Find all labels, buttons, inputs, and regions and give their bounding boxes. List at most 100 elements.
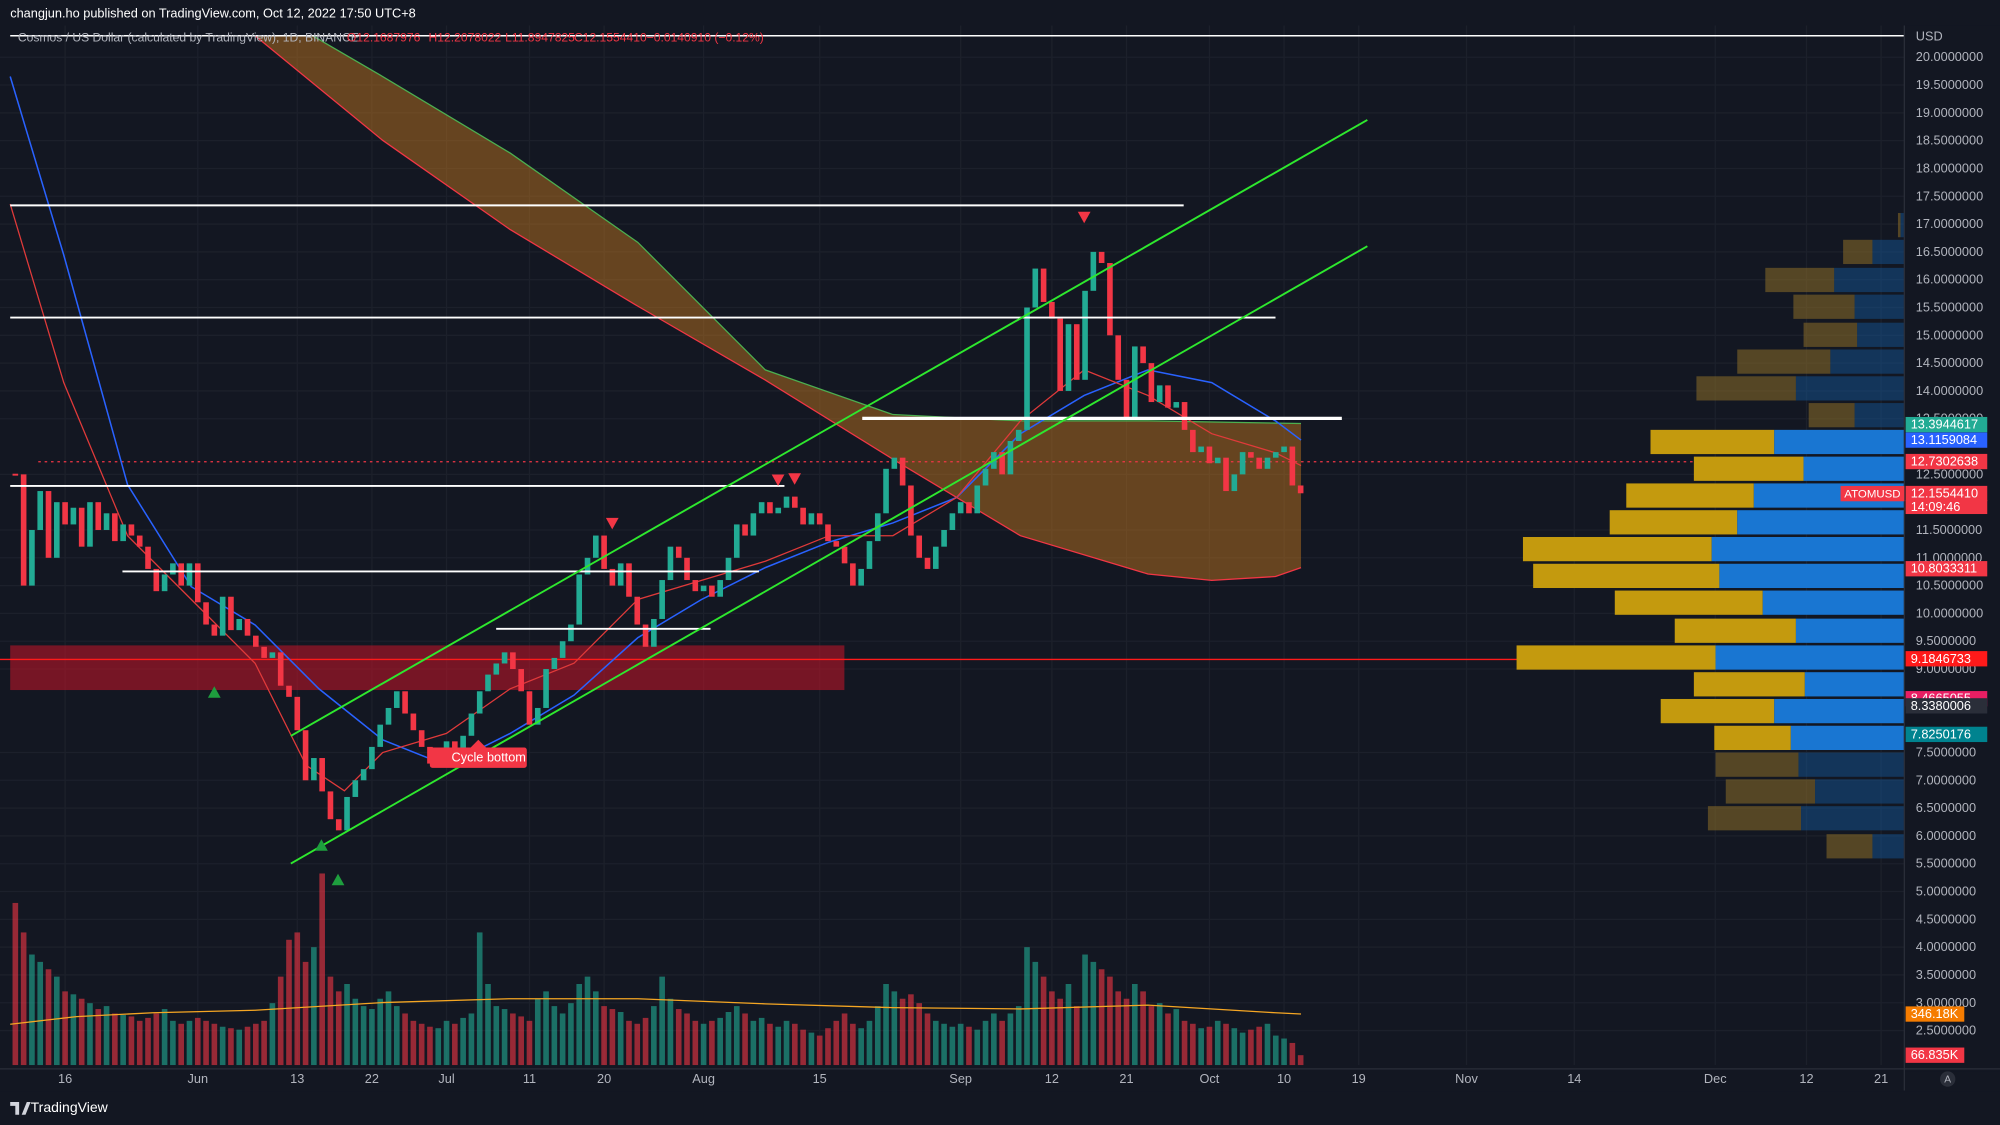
candle-body	[692, 580, 699, 592]
sell-signal	[788, 473, 802, 485]
candle-body	[833, 541, 840, 547]
x-tick-label: Nov	[1455, 1071, 1478, 1086]
candle-body	[335, 819, 342, 831]
candle-body	[261, 646, 267, 658]
volume-bar	[1107, 976, 1113, 1066]
axis-labels: 20.0000000 19.5000000 19.0000000 18.5000000…	[58, 49, 1983, 1086]
volume-bar	[899, 998, 906, 1066]
price-label: 7.8250176	[1911, 726, 1971, 741]
volume-bar	[692, 1020, 699, 1066]
candle-body	[62, 502, 68, 525]
y-tick-label: 19.5000000	[1916, 77, 1983, 92]
volume-bar	[1049, 991, 1055, 1066]
volume-bar	[850, 1023, 856, 1066]
volume-bar	[1181, 1020, 1188, 1066]
candle-body	[1239, 452, 1246, 475]
sell-signal	[1077, 211, 1091, 224]
candle-body	[136, 535, 143, 547]
candle-body	[286, 685, 292, 697]
volume-bar	[20, 932, 27, 1066]
volume-bar	[916, 1003, 923, 1066]
candle-body	[418, 730, 425, 747]
volume-bar	[651, 1006, 657, 1066]
volume-bar	[45, 969, 52, 1066]
candle-body	[29, 529, 35, 586]
auto-scale-label[interactable]: A	[1944, 1074, 1951, 1085]
volume-bar	[136, 1020, 143, 1066]
candle-body	[1073, 324, 1080, 380]
volume-bar	[559, 1013, 566, 1066]
volume-bar	[1115, 991, 1122, 1066]
volume-bar	[385, 991, 392, 1066]
candle-body	[767, 502, 773, 514]
volume-bar	[435, 1028, 442, 1066]
volume-bar	[792, 1023, 798, 1066]
volume-bar	[684, 1013, 690, 1066]
candle-body	[302, 730, 309, 781]
volume-bar	[924, 1013, 931, 1066]
x-tick-label: 19	[1352, 1071, 1366, 1086]
volume-bar	[584, 976, 591, 1066]
candle-body	[1214, 457, 1221, 464]
price-label-box	[1905, 698, 1988, 714]
profile-bar	[1897, 213, 1901, 238]
candle-body	[468, 713, 475, 736]
candle-body	[236, 618, 243, 631]
volume-bar	[410, 1020, 417, 1066]
y-tick-label: 16.5000000	[1916, 244, 1983, 259]
symbol-label: ATOMUSD	[1844, 488, 1900, 500]
profile-bar	[1826, 834, 1873, 859]
x-tick-label: 20	[597, 1071, 611, 1086]
candle-body	[211, 624, 218, 636]
sell-signal	[771, 474, 785, 486]
candle-body	[53, 502, 60, 558]
volume-bar	[932, 1020, 939, 1066]
candle-body	[526, 691, 533, 725]
volume-bar	[675, 1009, 682, 1066]
volume-bar	[949, 1026, 956, 1066]
candle-body	[808, 513, 815, 525]
candle-body	[327, 791, 334, 820]
volume-bar	[733, 1006, 740, 1066]
volume-bar	[53, 976, 60, 1066]
volume-bar	[758, 1017, 765, 1066]
candle-body	[651, 618, 657, 647]
candle-body	[1264, 457, 1271, 469]
volume-bar	[816, 1035, 823, 1066]
volume-bar	[841, 1013, 848, 1066]
candle-body	[626, 563, 632, 597]
candle-body	[510, 652, 516, 670]
auto-scale-button[interactable]	[1940, 1071, 1956, 1087]
candle-body	[70, 507, 77, 525]
x-tick-label: Jun	[187, 1071, 208, 1086]
volume-bar	[974, 1029, 981, 1066]
candle-body	[775, 507, 782, 514]
y-tick-label: 18.0000000	[1916, 160, 1983, 175]
candle-body	[12, 473, 19, 476]
volume-bar	[592, 991, 599, 1066]
profile-bar	[1793, 294, 1855, 319]
candle-body	[617, 563, 624, 586]
profile-bar	[1715, 645, 1905, 670]
volume-bar	[1272, 1035, 1279, 1066]
x-tick-label: 12	[1799, 1071, 1813, 1086]
candle-body	[1198, 446, 1204, 453]
y-tick-label: 2.5000000	[1916, 1023, 1976, 1038]
candle-body	[634, 596, 641, 625]
candle-body	[1015, 429, 1022, 441]
y-tick-label: 10.0000000	[1916, 605, 1983, 620]
profile-bar	[1795, 618, 1905, 643]
profile-bar	[1801, 806, 1905, 831]
candle-body	[966, 502, 972, 514]
volume-bar	[377, 998, 384, 1066]
x-tick-label: Aug	[692, 1071, 715, 1086]
profile-bar	[1900, 213, 1905, 238]
y-tick-label: 11.5000000	[1916, 522, 1982, 537]
candle-body	[78, 507, 85, 547]
profile-bar	[1522, 536, 1712, 562]
volume-bar	[700, 1023, 707, 1066]
y-tick-label: 10.5000000	[1916, 578, 1983, 593]
volume-bar	[1024, 947, 1030, 1066]
candle-body	[485, 674, 491, 692]
